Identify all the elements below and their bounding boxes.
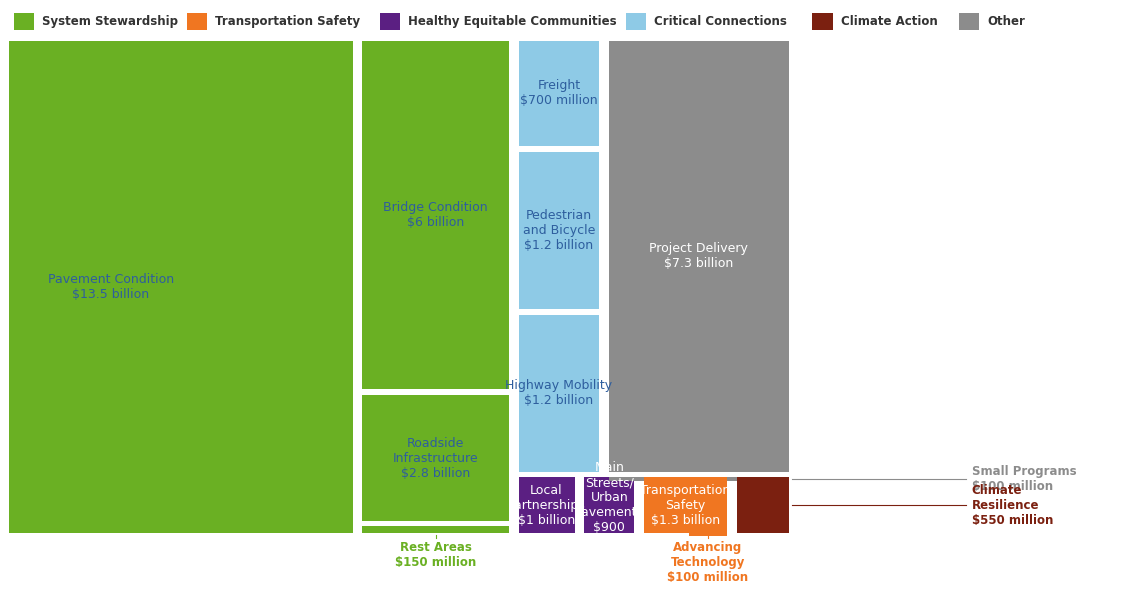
Bar	[379, 13, 400, 30]
FancyBboxPatch shape	[736, 477, 789, 533]
FancyBboxPatch shape	[362, 526, 509, 533]
FancyBboxPatch shape	[584, 477, 634, 533]
FancyBboxPatch shape	[519, 41, 599, 147]
Text: Freight
$700 million: Freight $700 million	[520, 80, 598, 108]
Text: Advancing
Technology
$100 million: Advancing Technology $100 million	[668, 541, 749, 584]
Bar	[959, 13, 980, 30]
Text: Other: Other	[988, 15, 1025, 28]
Text: Transportation
Safety
$1.3 billion: Transportation Safety $1.3 billion	[640, 484, 730, 527]
Bar	[625, 13, 646, 30]
FancyBboxPatch shape	[362, 395, 509, 521]
Text: Transportation Safety: Transportation Safety	[215, 15, 360, 28]
Bar	[812, 13, 832, 30]
Text: Pedestrian
and Bicycle
$1.2 billion: Pedestrian and Bicycle $1.2 billion	[522, 209, 596, 252]
Text: System Stewardship: System Stewardship	[42, 15, 178, 28]
Text: Highway Mobility
$1.2 billion: Highway Mobility $1.2 billion	[505, 379, 613, 407]
FancyBboxPatch shape	[689, 533, 727, 536]
Text: Project Delivery
$7.3 billion: Project Delivery $7.3 billion	[649, 242, 749, 270]
Text: Critical Connections: Critical Connections	[654, 15, 788, 28]
Text: Healthy Equitable Communities: Healthy Equitable Communities	[408, 15, 617, 28]
Text: Bridge Condition
$6 billion: Bridge Condition $6 billion	[383, 201, 488, 229]
Text: Local
Partnerships
$1 billion: Local Partnerships $1 billion	[507, 484, 585, 527]
Text: Small Programs
$100 million: Small Programs $100 million	[972, 465, 1077, 493]
FancyBboxPatch shape	[519, 315, 599, 472]
Bar	[14, 13, 34, 30]
Text: Rest Areas
$150 million: Rest Areas $150 million	[395, 541, 477, 569]
FancyBboxPatch shape	[609, 41, 789, 472]
FancyBboxPatch shape	[645, 477, 727, 533]
Text: Climate Action: Climate Action	[840, 15, 937, 28]
FancyBboxPatch shape	[519, 152, 599, 309]
Text: Pavement Condition
$13.5 billion: Pavement Condition $13.5 billion	[48, 273, 174, 301]
FancyBboxPatch shape	[609, 477, 789, 481]
Text: Roadside
Infrastructure
$2.8 billion: Roadside Infrastructure $2.8 billion	[393, 437, 479, 480]
FancyBboxPatch shape	[362, 41, 509, 389]
Bar	[186, 13, 207, 30]
Bar	[6, 39, 958, 535]
FancyBboxPatch shape	[9, 41, 353, 533]
Text: Main
Streets/
Urban
Pavements
$900
million: Main Streets/ Urban Pavements $900 milli…	[575, 462, 644, 550]
Text: Climate
Resilience
$550 million: Climate Resilience $550 million	[972, 484, 1053, 527]
FancyBboxPatch shape	[519, 477, 575, 533]
